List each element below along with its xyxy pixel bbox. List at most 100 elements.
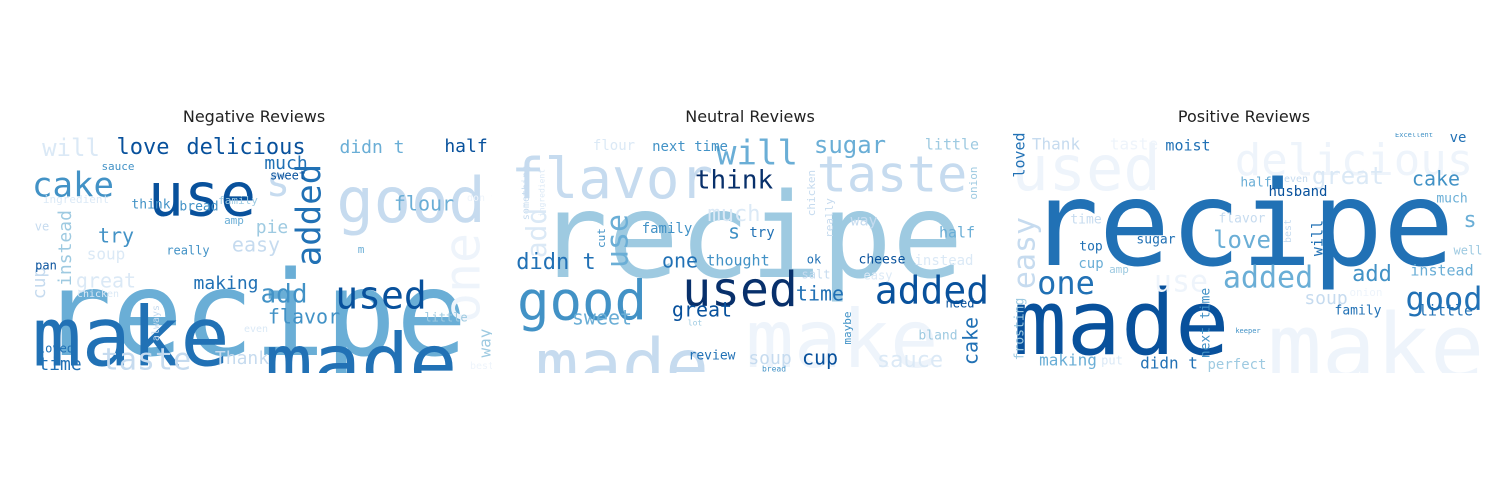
wordcloud-panel-negative: Negative Reviews recipe make made use good on… [16,105,492,375]
word-much: much [708,202,761,227]
word-added: added [875,269,988,313]
word-ingredient: ingredient [43,193,109,206]
word-think: think [695,166,774,196]
word-thank: Thank [1032,135,1081,154]
word-instead: instead [55,210,76,286]
word-keeper: keeper [1235,327,1260,335]
word-half: half [939,224,975,242]
word-will: will [42,134,100,162]
word-love: love [117,135,170,160]
word-family: family [218,194,258,207]
word-review: review [689,349,736,364]
word-really: really [823,198,836,238]
word-time: time [796,282,844,306]
word-best: best [1283,219,1294,243]
word-easy: easy [232,233,280,257]
word-amp: amp [224,214,244,227]
word-ve: ve [1450,133,1467,146]
word-use: use [601,214,636,268]
word-added: added [1223,261,1313,296]
word-use: use [1154,265,1208,300]
word-good: good [336,164,485,237]
word-even: even [244,324,268,335]
word-cake: cake [32,166,114,206]
word-s: s [1463,208,1476,233]
word-ok: ok [807,253,822,267]
word-made: made [1013,271,1230,373]
word-half: half [1240,176,1271,191]
word-delicious: delicious [1235,135,1473,186]
word-made: made [535,324,708,373]
word-excellent: Excellent [1395,133,1433,139]
word-s: s [728,220,740,244]
panel-title: Positive Reviews [1177,107,1311,126]
word-one: one [662,249,698,273]
word-soup: soup [1304,288,1347,309]
wordcloud-panel-neutral: Neutral Reviews recipe make made flavor tast… [512,105,988,375]
word-perfect: perfect [1207,357,1266,373]
word-sweet: sweet [572,306,632,330]
word-flavor: flavor [512,147,713,212]
word-really: really [166,244,209,258]
word-good: good [1405,280,1482,318]
word-sugar: sugar [1136,233,1175,248]
word-cake: cake [959,317,983,365]
word-add: add [1352,262,1392,287]
word-put: put [1101,354,1123,368]
word-ingredient: ingredient [538,169,547,217]
word-think: think [131,198,170,213]
word-little: little [1419,302,1473,320]
word-ve: ve [35,220,49,234]
word-taste: taste [817,146,968,204]
word-cup: cup [29,267,50,300]
word-instead: instead [1410,262,1473,280]
word-sauce: sauce [877,348,943,373]
word-soup: soup [87,245,126,264]
word-make: make [32,290,229,373]
word-try: try [98,224,134,248]
word-half: half [444,136,487,157]
word-cake: cake [1412,167,1460,191]
word-flavor: flavor [268,305,340,329]
word-taste: taste [101,343,191,374]
word-frosting: frosting [1013,298,1028,361]
word-top: top [1079,240,1103,255]
word-added: added [290,164,330,266]
word-moist: moist [1165,137,1210,155]
word-time: time [1070,213,1101,228]
word-great: great [672,298,732,322]
word-instead: instead [914,253,973,269]
word-onion: onion [967,166,980,199]
word-loved: loved [1011,133,1029,178]
word-something: something [521,166,532,220]
word-much: much [264,153,307,174]
word-bread: bread [179,200,218,215]
word-always: always [151,305,162,341]
word-flour: flour [394,192,454,216]
word-m: m [358,243,365,256]
word-easy: easy [1008,217,1043,289]
word-maybe: maybe [841,311,854,344]
word-bland: bland [918,329,957,344]
word-add: add [261,280,308,310]
word-chicken: chicken [805,170,818,216]
word-cup: cup [802,346,838,370]
panel-title: Negative Reviews [182,107,326,126]
word-make: make [746,293,939,373]
word-easy: easy [864,269,893,283]
word-one: one [1037,264,1095,302]
word-little: little [424,311,467,325]
word-even: even [1284,174,1308,185]
word-salt: salt [802,268,831,282]
word-use: use [148,161,256,231]
word-great: great [76,269,136,293]
word-well: well [1454,244,1482,258]
word-soup: soup [748,348,791,369]
word-best: best [470,361,492,372]
word-way: way [476,328,493,357]
word-don-t: don t [467,193,492,204]
word-need: need [946,297,975,311]
